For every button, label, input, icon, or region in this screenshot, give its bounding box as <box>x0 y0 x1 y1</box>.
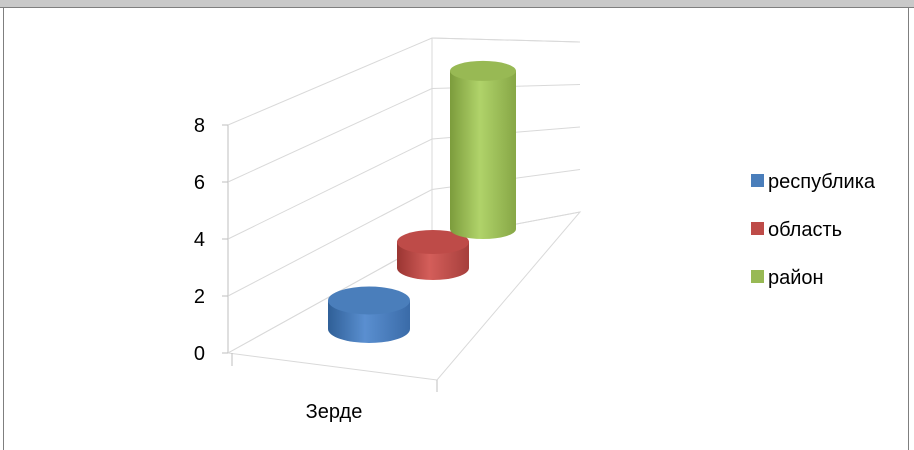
y-tick-label: 0 <box>194 343 205 365</box>
legend-swatch-oblast <box>751 222 764 235</box>
legend-swatch-raion <box>751 270 764 283</box>
x-tick-label: Зерде <box>306 401 363 423</box>
legend-label-respublika: республика <box>768 171 876 193</box>
gridline <box>227 84 581 183</box>
legend-label-oblast: область <box>768 219 842 241</box>
gridlines <box>227 37 581 354</box>
window-left-border <box>3 8 4 450</box>
bar-1 <box>397 230 469 280</box>
y-tick-label: 4 <box>194 229 205 251</box>
bars <box>328 60 516 343</box>
window-top-border <box>0 0 914 8</box>
y-axis: 0 2 4 6 8 <box>194 115 228 365</box>
legend: республика область район <box>751 171 876 289</box>
gridline <box>227 126 581 240</box>
y-tick-label: 8 <box>194 115 205 137</box>
bar-body <box>450 70 516 240</box>
legend-swatch-respublika <box>751 174 764 187</box>
bar-top <box>328 286 410 315</box>
bar-2 <box>450 60 516 240</box>
window-right-border <box>908 8 909 450</box>
chart-walls <box>226 38 582 392</box>
bar-top <box>450 60 516 81</box>
legend-label-raion: район <box>768 267 824 289</box>
bar-top <box>397 230 469 254</box>
y-tick-label: 6 <box>194 172 205 194</box>
y-tick-label: 2 <box>194 286 205 308</box>
gridline <box>227 37 581 126</box>
gridline <box>431 37 581 43</box>
gridline <box>227 169 581 297</box>
bar-0 <box>328 286 410 343</box>
